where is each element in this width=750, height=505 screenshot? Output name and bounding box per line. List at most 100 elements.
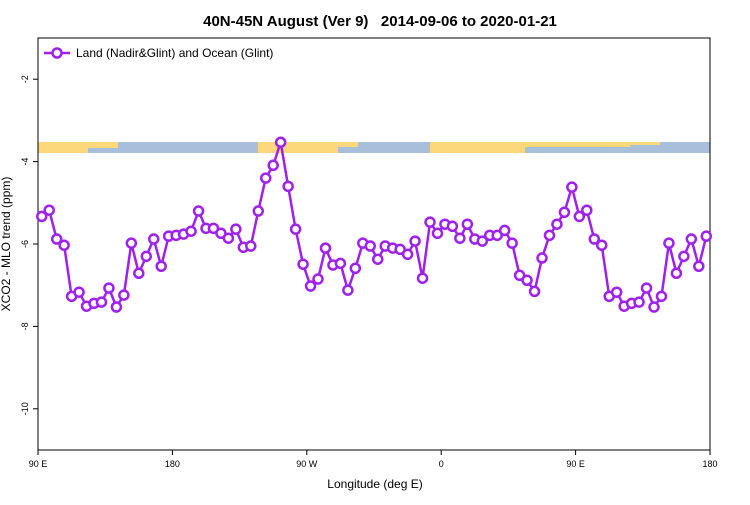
legend-marker — [51, 47, 63, 59]
data-point — [334, 257, 347, 270]
data-point — [573, 210, 586, 223]
data-point — [528, 285, 541, 298]
legend-label: Land (Nadir&Glint) and Ocean (Glint) — [76, 46, 273, 60]
data-point — [506, 237, 518, 249]
data-point — [424, 216, 436, 228]
y-tick-label: -8 — [20, 322, 30, 330]
x-axis-label: Longitude (deg E) — [327, 477, 422, 491]
data-point — [446, 220, 459, 233]
data-point — [558, 206, 571, 219]
data-point — [543, 229, 556, 242]
x-tick-label: 90 W — [296, 459, 318, 469]
data-point — [147, 233, 160, 245]
data-point — [342, 284, 354, 296]
y-axis-label: XCO2 - MLO trend (ppm) — [0, 177, 13, 312]
data-point — [409, 235, 421, 247]
data-point — [401, 248, 414, 261]
data-point — [133, 267, 145, 280]
data-point — [685, 233, 698, 245]
data-point — [491, 229, 503, 242]
data-point — [259, 172, 272, 184]
data-point — [498, 224, 511, 237]
land-band — [430, 142, 525, 153]
data-point — [297, 258, 309, 270]
data-point — [125, 237, 138, 249]
data-point — [454, 232, 466, 244]
data-point — [43, 204, 55, 216]
data-point — [461, 218, 474, 230]
data-point — [431, 227, 444, 240]
land-band — [630, 142, 660, 145]
data-point — [252, 205, 265, 217]
data-point — [693, 260, 705, 272]
data-point — [222, 232, 235, 244]
data-point — [581, 204, 593, 216]
data-point — [670, 267, 683, 280]
data-point — [364, 240, 377, 252]
data-point — [678, 250, 690, 263]
data-point — [566, 181, 578, 193]
chart-title: 40N-45N August (Ver 9) 2014-09-06 to 202… — [203, 13, 557, 30]
data-point — [319, 242, 332, 254]
data-point — [274, 136, 287, 148]
data-point — [349, 262, 362, 275]
land-band — [338, 142, 358, 147]
y-tick-label: -4 — [20, 158, 30, 166]
data-point — [267, 159, 279, 172]
y-tick-label: -2 — [20, 75, 30, 83]
data-point — [610, 286, 623, 298]
x-tick-label: 0 — [439, 459, 444, 469]
data-point — [371, 253, 384, 265]
data-point — [416, 272, 429, 284]
data-point — [58, 239, 70, 251]
data-point — [312, 273, 324, 285]
data-point — [73, 286, 85, 298]
data-point — [476, 235, 489, 247]
land-band — [525, 142, 630, 147]
data-point — [185, 225, 197, 237]
data-point — [655, 290, 668, 303]
data-point — [521, 274, 533, 287]
data-point — [110, 301, 123, 313]
data-point — [640, 282, 653, 294]
data-point — [282, 180, 294, 193]
x-tick-label: 180 — [702, 459, 717, 469]
ocean-band — [38, 142, 710, 153]
data-point — [192, 205, 205, 217]
y-tick-label: -6 — [20, 240, 30, 248]
data-point — [289, 223, 302, 235]
data-point — [50, 233, 63, 245]
data-point — [95, 296, 108, 308]
data-point — [207, 222, 220, 235]
data-point — [595, 239, 608, 251]
legend: Land (Nadir&Glint) and Ocean (Glint) — [44, 46, 273, 60]
x-tick-label: 90 E — [29, 459, 48, 469]
data-point — [155, 260, 167, 272]
data-point — [633, 296, 645, 308]
x-tick-label: 90 E — [566, 459, 585, 469]
data-point — [536, 252, 548, 264]
land-band — [258, 142, 338, 153]
y-tick-label: -10 — [20, 402, 30, 415]
land-mask-strip — [38, 142, 710, 153]
data-point — [35, 210, 48, 223]
land-band — [88, 142, 118, 148]
data-point — [140, 250, 153, 263]
data-point — [588, 233, 601, 245]
x-tick-label: 180 — [165, 459, 180, 469]
data-point — [103, 282, 115, 294]
data-point — [394, 243, 406, 256]
data-point — [304, 280, 317, 292]
data-point — [245, 240, 257, 252]
data-point — [118, 289, 130, 301]
data-point — [700, 230, 713, 242]
data-point — [230, 223, 242, 235]
data-point — [648, 301, 660, 313]
data-point — [215, 227, 227, 240]
data-point — [663, 237, 675, 249]
data-point — [513, 269, 526, 282]
data-point — [551, 218, 563, 230]
land-band — [38, 142, 88, 153]
